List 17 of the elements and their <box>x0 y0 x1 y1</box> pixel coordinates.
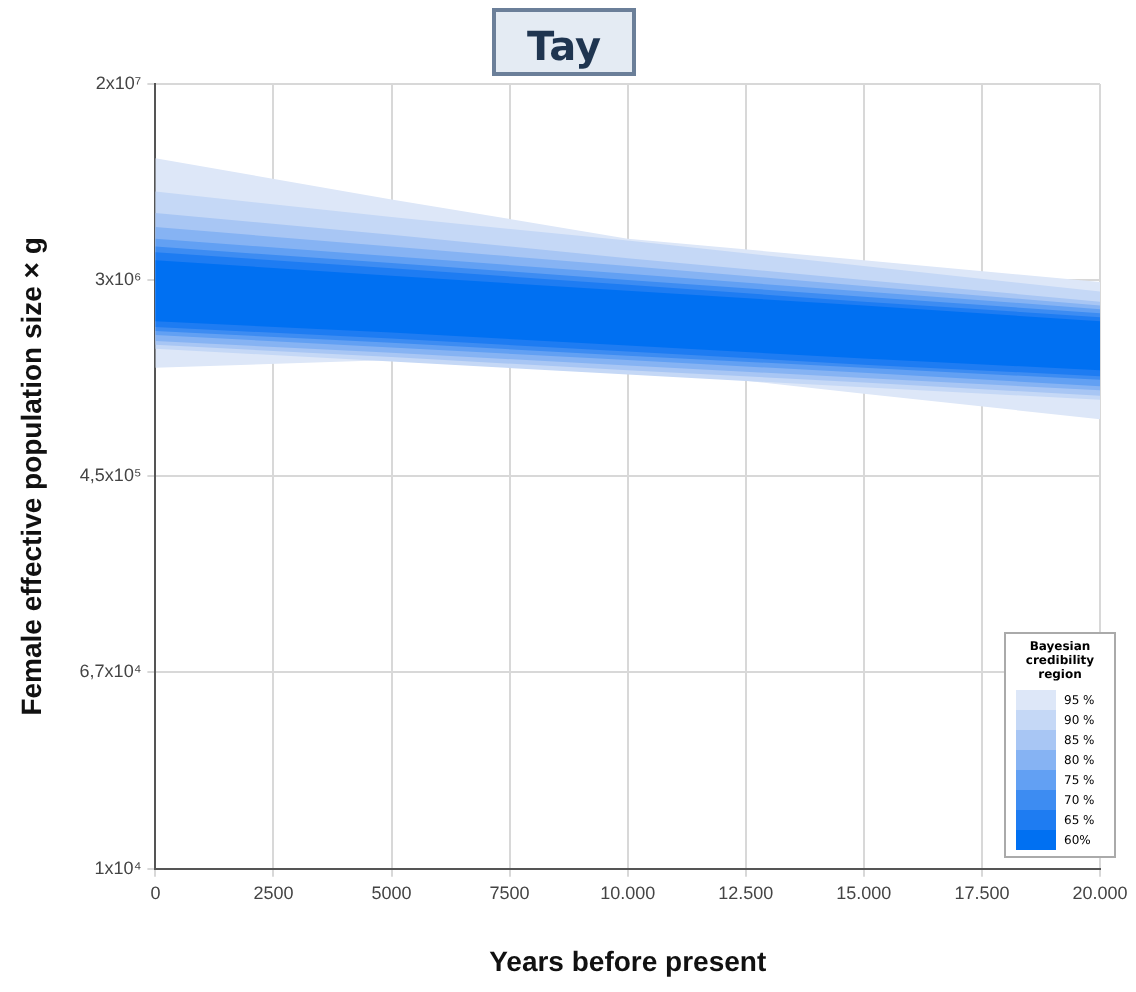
y-axis-title: Female effective population size × g <box>14 237 47 716</box>
x-tick-label: 20.000 <box>1072 882 1128 903</box>
x-tick-label: 17.500 <box>954 882 1010 903</box>
y-tick-label: 2x10⁷ <box>95 72 142 93</box>
x-tick-label: 7500 <box>489 882 530 903</box>
y-tick-label: 4,5x10⁵ <box>79 464 142 485</box>
x-tick-label: 12.500 <box>718 882 774 903</box>
x-tick-label: 10.000 <box>600 882 656 903</box>
x-axis-title: Years before present <box>489 944 767 977</box>
y-tick-label: 1x10⁴ <box>94 857 142 878</box>
chart-title: Tay <box>492 8 636 76</box>
y-tick-label: 6,7x10⁴ <box>79 661 142 682</box>
x-tick-label: 5000 <box>371 882 412 903</box>
x-tick-label: 2500 <box>253 882 294 903</box>
y-tick-label: 3x10⁶ <box>94 268 142 289</box>
x-tick-label: 15.000 <box>836 882 892 903</box>
x-tick-label: 0 <box>150 882 161 903</box>
